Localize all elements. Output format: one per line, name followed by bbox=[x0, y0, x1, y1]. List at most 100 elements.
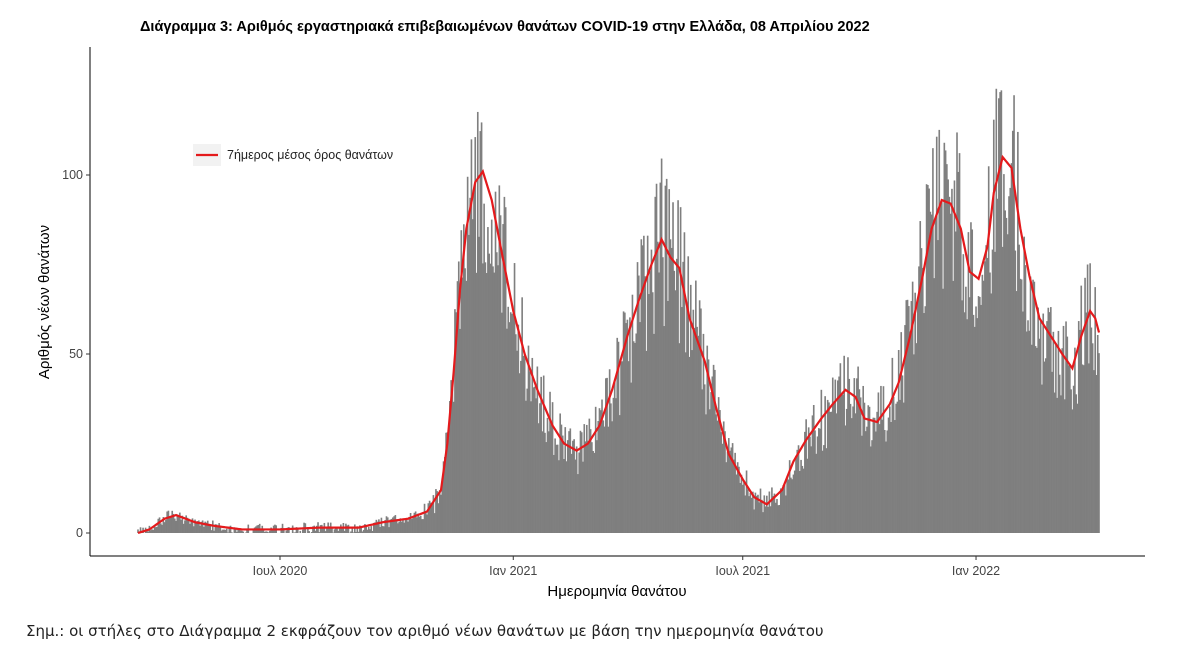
daily-death-bar bbox=[1060, 395, 1062, 533]
daily-death-bar bbox=[719, 410, 721, 533]
daily-death-bar bbox=[366, 529, 369, 533]
daily-death-bar bbox=[209, 524, 212, 533]
daily-death-bar bbox=[821, 450, 824, 533]
daily-death-bar bbox=[361, 531, 364, 533]
daily-death-bar bbox=[603, 426, 606, 533]
daily-death-bar bbox=[774, 502, 777, 533]
daily-death-bar bbox=[286, 527, 289, 533]
daily-death-bar bbox=[206, 520, 209, 533]
daily-death-bar bbox=[374, 522, 376, 533]
daily-death-bar bbox=[1080, 285, 1083, 533]
daily-death-bar bbox=[811, 415, 814, 533]
daily-death-bar bbox=[607, 426, 610, 533]
daily-death-bar bbox=[409, 513, 412, 533]
daily-death-bar bbox=[482, 263, 484, 533]
daily-death-bar bbox=[269, 530, 271, 533]
daily-death-bar bbox=[445, 432, 447, 533]
daily-death-bar bbox=[672, 202, 674, 533]
daily-death-bar bbox=[1027, 320, 1029, 533]
daily-death-bar bbox=[194, 519, 196, 533]
daily-death-bar bbox=[720, 432, 722, 533]
chart-title: Διάγραμμα 3: Αριθμός εργαστηριακά επιβεβ… bbox=[140, 19, 870, 35]
daily-death-bar bbox=[772, 495, 774, 533]
daily-death-bar bbox=[645, 350, 648, 533]
daily-death-bar bbox=[743, 480, 745, 533]
daily-death-bar bbox=[198, 520, 200, 533]
daily-death-bar bbox=[592, 451, 594, 533]
daily-death-bar bbox=[649, 271, 652, 533]
daily-death-bar bbox=[307, 527, 309, 533]
daily-death-bar bbox=[758, 502, 761, 533]
daily-death-bar bbox=[752, 491, 754, 533]
daily-death-bar bbox=[882, 386, 885, 533]
daily-death-bar bbox=[233, 527, 236, 533]
daily-death-bar bbox=[952, 280, 955, 533]
daily-death-bar bbox=[478, 236, 480, 534]
daily-death-bar bbox=[631, 294, 634, 533]
daily-death-bar bbox=[521, 297, 523, 533]
daily-death-bar bbox=[984, 261, 986, 533]
y-axis-title: Αριθμός νέων θανάτων bbox=[36, 225, 53, 379]
daily-death-bar bbox=[1081, 364, 1084, 533]
daily-death-bar bbox=[1079, 329, 1081, 533]
daily-death-bar bbox=[375, 519, 378, 533]
daily-death-bar bbox=[606, 377, 608, 533]
daily-death-bar bbox=[599, 410, 602, 533]
daily-death-bar bbox=[451, 388, 454, 533]
daily-death-bar bbox=[632, 341, 635, 533]
daily-death-bar bbox=[385, 516, 388, 533]
daily-death-bar bbox=[906, 299, 909, 533]
daily-death-bar bbox=[1085, 312, 1088, 533]
bar-layer bbox=[137, 88, 1100, 534]
daily-death-bar bbox=[778, 504, 781, 533]
y-tick-label: 0 bbox=[76, 526, 83, 540]
daily-death-bar bbox=[271, 529, 274, 533]
daily-death-bar bbox=[200, 521, 203, 533]
daily-death-bar bbox=[262, 529, 265, 533]
daily-death-bar bbox=[205, 522, 208, 533]
daily-death-bar bbox=[475, 272, 478, 533]
daily-death-bar bbox=[965, 286, 967, 533]
daily-death-bar bbox=[402, 519, 404, 533]
daily-death-bar bbox=[805, 419, 807, 533]
daily-death-bar bbox=[935, 136, 938, 533]
daily-death-bar bbox=[783, 482, 786, 533]
daily-death-bar bbox=[222, 529, 224, 533]
daily-death-bar bbox=[310, 532, 313, 533]
daily-death-bar bbox=[626, 319, 629, 533]
daily-death-bar bbox=[528, 371, 531, 533]
daily-death-bar bbox=[414, 511, 417, 533]
daily-death-bar bbox=[872, 417, 875, 533]
daily-death-bar bbox=[444, 457, 446, 533]
daily-death-bar bbox=[1084, 277, 1086, 533]
daily-death-bar bbox=[596, 440, 598, 533]
daily-death-bar bbox=[755, 495, 758, 533]
daily-death-bar bbox=[691, 350, 693, 533]
daily-death-bar bbox=[527, 345, 530, 533]
daily-death-bar bbox=[909, 331, 911, 533]
daily-death-bar bbox=[785, 495, 787, 533]
daily-death-bar bbox=[153, 525, 156, 533]
daily-death-bar bbox=[791, 479, 793, 533]
daily-death-bar bbox=[563, 458, 565, 533]
daily-death-bar bbox=[1096, 334, 1099, 533]
daily-death-bar bbox=[549, 391, 551, 533]
daily-death-bar bbox=[848, 378, 851, 533]
daily-death-bar bbox=[1033, 281, 1036, 533]
daily-death-bar bbox=[553, 454, 555, 533]
daily-death-bar bbox=[656, 241, 659, 533]
daily-death-bar bbox=[830, 411, 833, 533]
daily-death-bar bbox=[605, 378, 607, 533]
daily-death-bar bbox=[740, 474, 743, 533]
daily-death-bar bbox=[541, 431, 544, 533]
daily-death-bar bbox=[1077, 321, 1080, 533]
daily-death-bar bbox=[749, 492, 752, 533]
daily-death-bar bbox=[896, 401, 899, 533]
daily-death-bar bbox=[390, 518, 393, 533]
daily-death-bar bbox=[580, 432, 583, 533]
daily-death-bar bbox=[189, 523, 191, 533]
daily-death-bar bbox=[639, 322, 641, 533]
daily-death-bar bbox=[629, 317, 631, 533]
daily-death-bar bbox=[953, 180, 956, 533]
daily-death-bar bbox=[334, 527, 337, 533]
